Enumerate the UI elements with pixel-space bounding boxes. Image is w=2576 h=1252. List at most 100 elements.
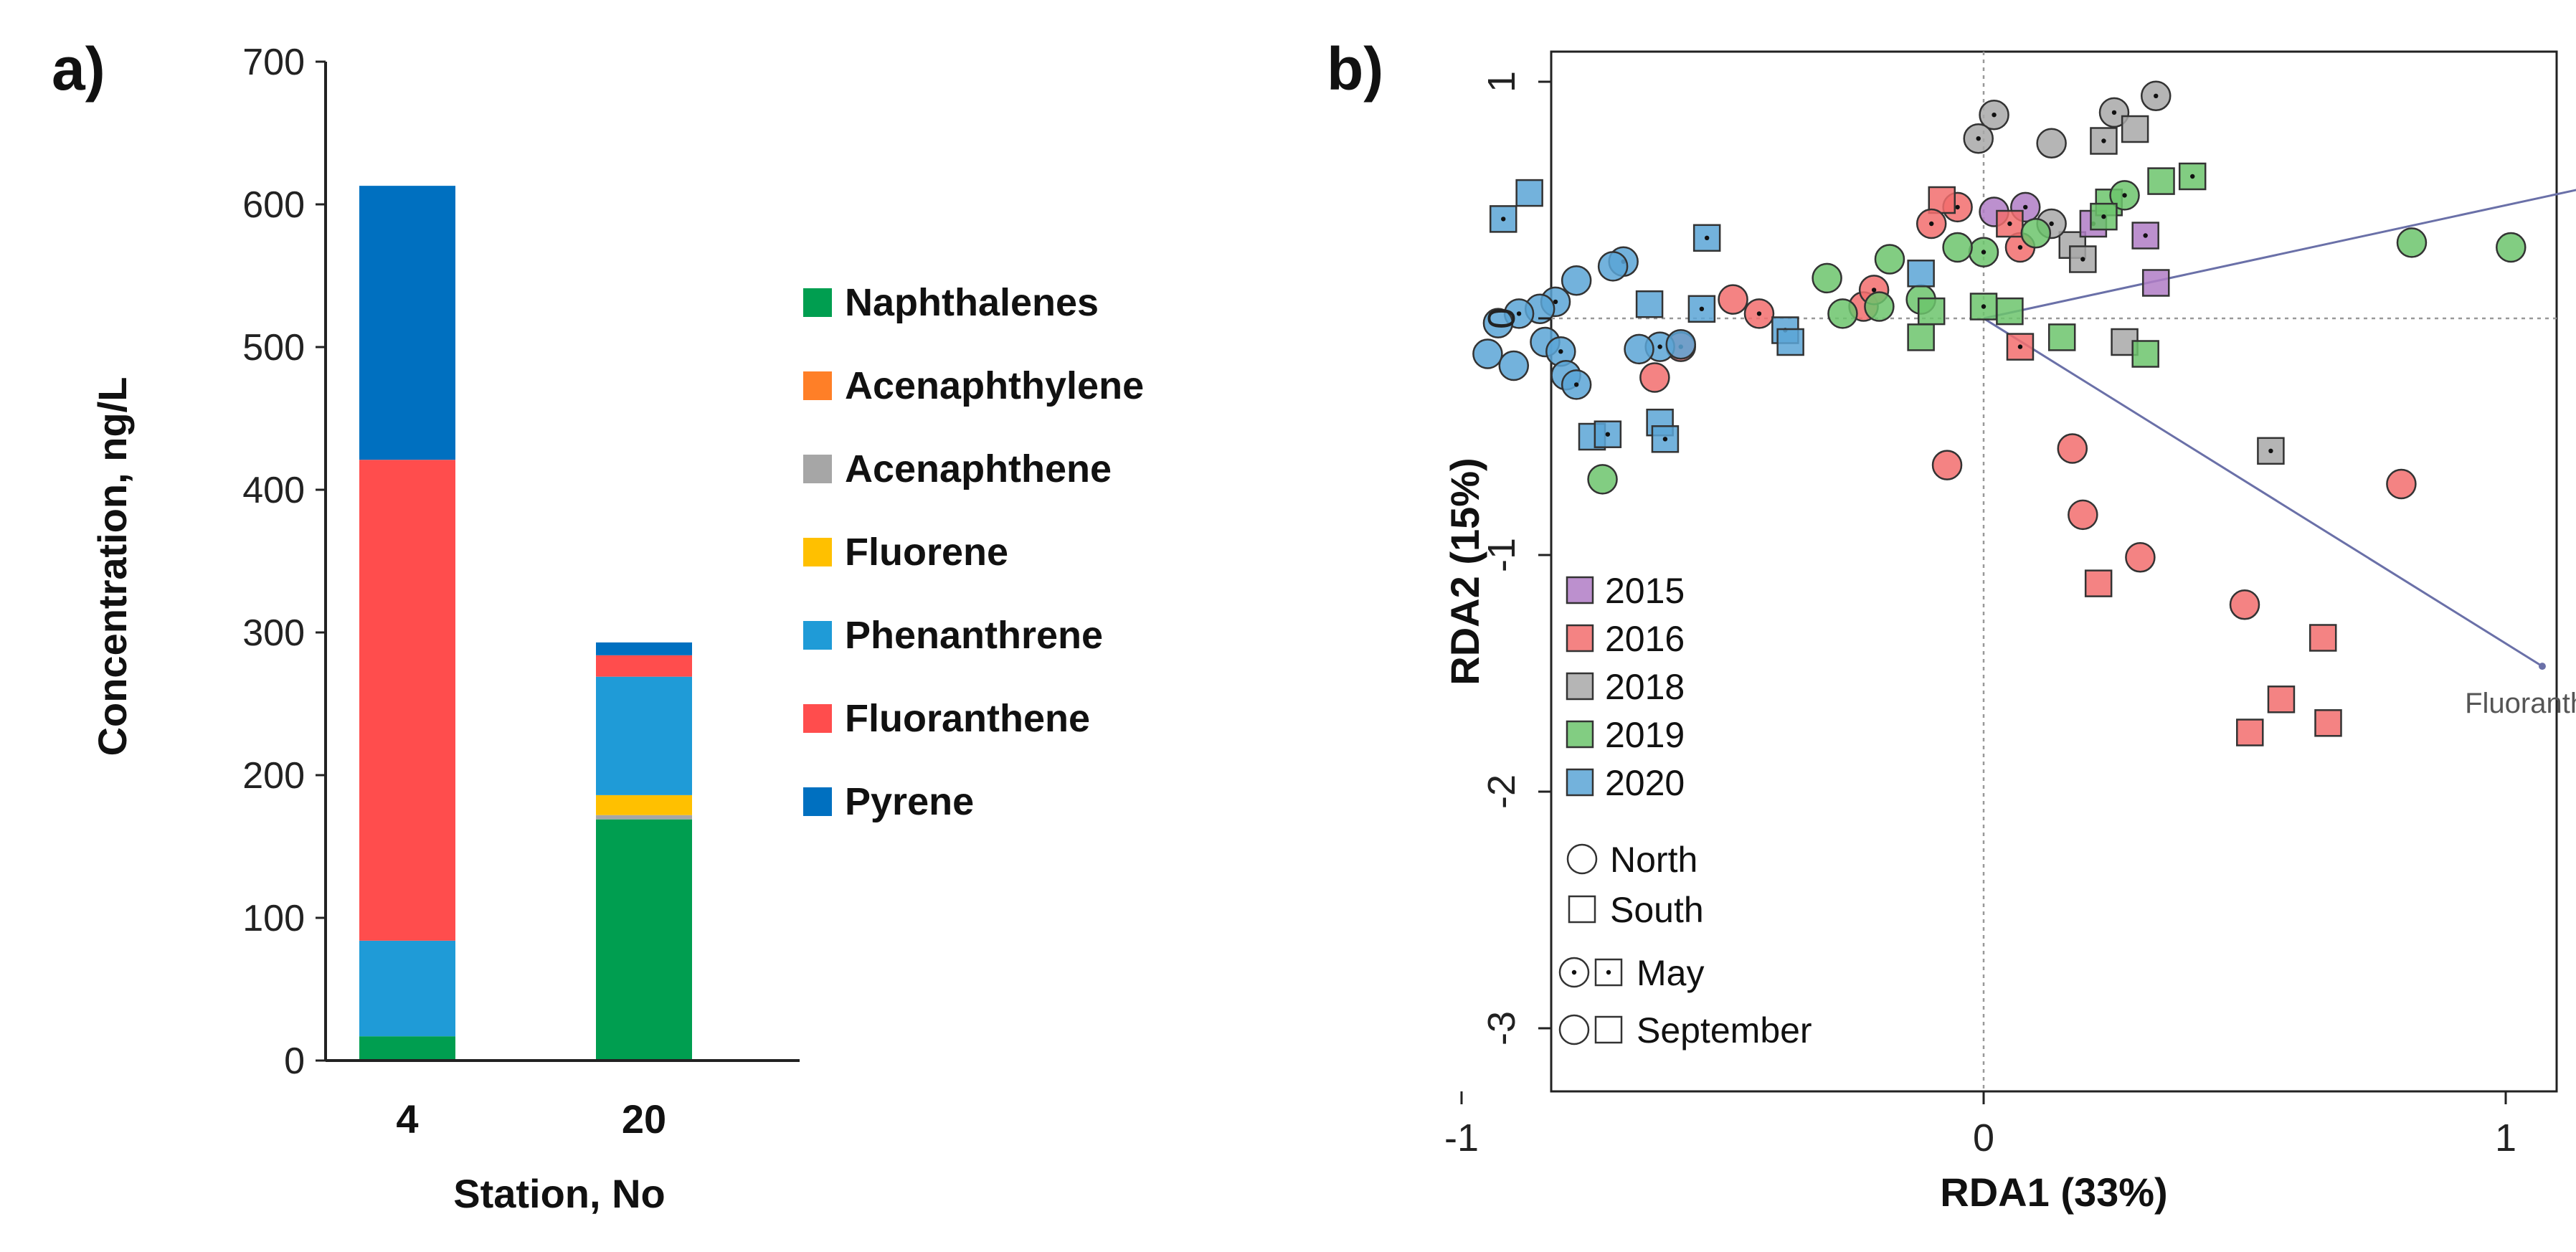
point-2018-square-may [2257, 437, 2285, 465]
legend-swatch-pyrene [803, 787, 832, 816]
legend-month-square [1594, 958, 1623, 987]
point-2018-square-september [2121, 115, 2149, 143]
panel-a-y-axis-title: Concentration, ng/L [90, 377, 135, 757]
point-2016-circle-september [2229, 589, 2260, 620]
point-2016-square-september [2314, 709, 2342, 737]
point-2016-circle-september [2057, 433, 2088, 464]
legend-swatch-fluorene [803, 538, 832, 566]
point-2020-circle-september [1597, 251, 1629, 282]
point-2018-circle-may [1963, 123, 1994, 154]
legend-swatch-acenaphthylene [803, 371, 832, 400]
legend-swatch-2018 [1566, 672, 1594, 701]
bar-segment-acenaphthene-station-20 [596, 815, 692, 820]
point-2020-square-september [1907, 260, 1935, 288]
point-2020-square-may [1651, 425, 1680, 453]
point-2018-circle-may [1979, 99, 2009, 131]
point-2020-square-september [1635, 290, 1664, 318]
legend-label-2018: 2018 [1605, 667, 1685, 707]
legend-shape-square [1568, 895, 1596, 924]
panel-b-y-tick-label: -1 [1480, 538, 1523, 572]
panel-b-y-tick-label: -3 [1480, 1011, 1523, 1045]
point-2016-circle-september [2125, 542, 2156, 573]
bar-segment-phenanthrene-station-20 [596, 676, 692, 795]
legend-label-2015: 2015 [1605, 571, 1685, 611]
legend-label-september: September [1637, 1010, 1812, 1051]
legend-swatch-phenanthrene [803, 621, 832, 650]
panel-a-y-tick-label: 600 [242, 184, 305, 226]
legend-label-acenaphthene: Acenaphthene [845, 447, 1112, 490]
legend-month-circle [1558, 1014, 1590, 1045]
panel-b-label: b) [1327, 35, 1383, 103]
panel-b-x-axis-title: RDA1 (33%) [1940, 1170, 2167, 1215]
panel-a-x-axis-title: Station, No [453, 1171, 666, 1216]
legend-label-naphthalenes: Naphthalenes [845, 281, 1099, 324]
point-2016-square-may [1996, 209, 2024, 238]
panel-a-y-ticks: 0 100 200 300 400 500 600 700 [242, 42, 326, 1082]
point-2019-square-september [2047, 323, 2076, 351]
point-2019-circle-may [2109, 180, 2140, 211]
panel-a-legend: Naphthalenes Acenaphthylene Acenaphthene Fl… [803, 281, 1144, 823]
panel-a-bars [359, 186, 692, 1061]
point-2020-circle-september [1624, 333, 1654, 365]
point-2019-square-september [2147, 167, 2175, 195]
panel-b-y-axis-title: RDA2 (15%) [1442, 457, 1487, 685]
point-2019-circle-september [1864, 291, 1895, 322]
panel-b-x-tick-label: -1 [1444, 1116, 1479, 1159]
panel-a-bar-chart: a) 0 100 200 300 400 500 600 700 4 20 Station, N… [52, 35, 1144, 1216]
bar-segment-fluorene-station-20 [596, 795, 692, 815]
point-2019-circle-september [2020, 217, 2052, 249]
point-2019-circle-september [1942, 232, 1973, 263]
point-2016-square-september [2309, 624, 2337, 652]
legend-month-square [1594, 1015, 1623, 1044]
point-2020-circle-may [1561, 369, 1592, 400]
panel-a-x-tick-label: 20 [622, 1096, 666, 1142]
panel-a-x-tick-label: 4 [396, 1096, 418, 1142]
panel-b-y-tick-label: 0 [1480, 308, 1523, 329]
point-2016-circle-september [2386, 468, 2417, 500]
point-2016-circle-may [1916, 208, 1947, 240]
vector-label-fluoranthene: Fluoranthene [2465, 688, 2576, 719]
point-2020-circle-september [1498, 350, 1530, 381]
point-2016-circle-september [1718, 284, 1748, 315]
legend-swatch-naphthalenes [803, 288, 832, 317]
point-2019-square-may [1969, 293, 1998, 321]
point-2020-circle-september [1472, 338, 1503, 369]
bar-segment-naphthalenes-station-20 [596, 819, 692, 1061]
legend-month-circle [1558, 957, 1590, 988]
legend-label-south: South [1610, 890, 1704, 930]
point-2018-circle-september [2036, 128, 2067, 159]
panel-b-zero-lines [1551, 52, 2557, 1091]
panel-a-y-tick-label: 0 [284, 1040, 305, 1082]
point-2016-square-september [2236, 719, 2264, 746]
legend-swatch-2016 [1566, 624, 1594, 653]
point-2019-circle-september [1827, 298, 1858, 329]
legend-month-dot [1606, 969, 1611, 975]
point-2019-square-september [1996, 297, 2024, 326]
point-2016-circle-september [1639, 362, 1670, 393]
point-2020-circle-september [1665, 329, 1697, 360]
point-2018-circle-may [2140, 80, 2172, 112]
panel-b-ticks: -101210-1-2-3 [1444, 71, 2516, 1159]
point-2019-circle-september [1587, 464, 1618, 495]
panel-b-rda-biplot: b) NaphthaleneFluoranthene -101210-1-2-3… [1327, 35, 2576, 1215]
bar-segment-pyrene-station-20 [596, 642, 692, 655]
panel-b-y-tick-label: 1 [1480, 71, 1523, 93]
point-2020-circle-september [1561, 265, 1592, 296]
legend-label-may: May [1637, 953, 1704, 993]
legend-month-dot [1571, 969, 1577, 975]
point-2020-square-may [1692, 224, 1721, 252]
point-2020-square-september [1515, 179, 1543, 207]
vector-arrow-fluoranthene [1983, 317, 2543, 668]
point-2019-circle-september [2396, 227, 2428, 258]
point-2020-circle-september [1482, 308, 1514, 338]
legend-label-2019: 2019 [1605, 715, 1685, 755]
legend-label-fluorene: Fluorene [845, 531, 1008, 574]
legend-label-pyrene: Pyrene [845, 780, 974, 823]
bar-segment-phenanthrene-station-4 [359, 940, 455, 1037]
legend-swatch-2015 [1566, 576, 1594, 604]
panel-b-points [1472, 80, 2527, 746]
panel-a-y-tick-label: 300 [242, 612, 305, 654]
legend-swatch-2019 [1566, 720, 1594, 749]
panel-a-y-tick-label: 200 [242, 755, 305, 797]
